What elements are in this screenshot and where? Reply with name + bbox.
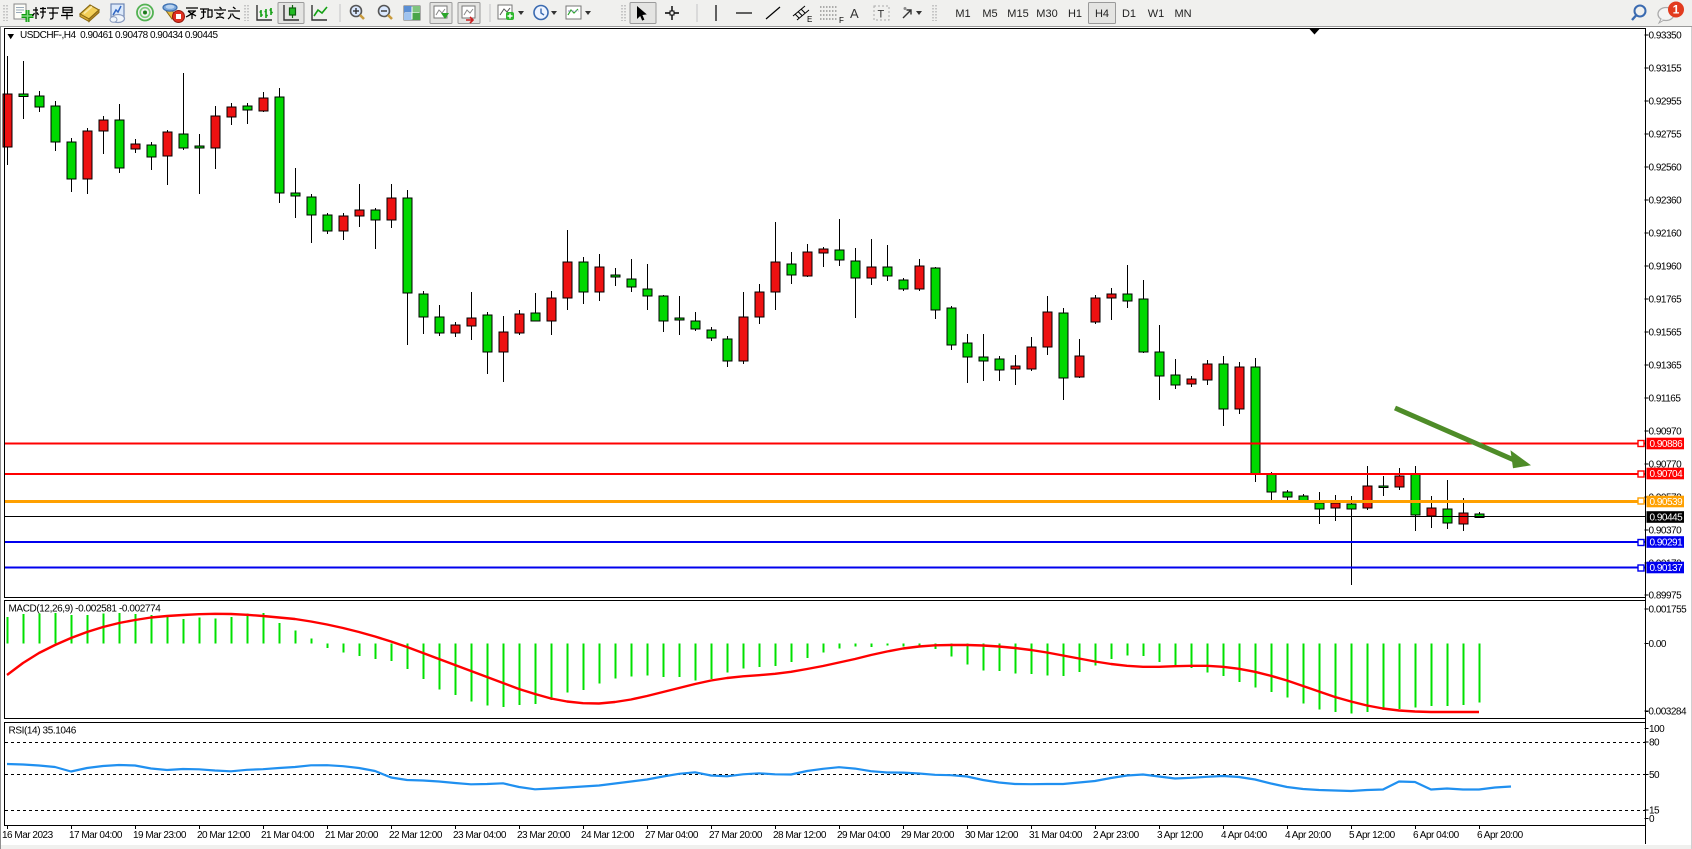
svg-text:4 Apr 20:00: 4 Apr 20:00 <box>1285 830 1332 841</box>
svg-text:0.90445: 0.90445 <box>1650 513 1684 524</box>
svg-text:H4: H4 <box>1095 8 1109 20</box>
svg-text:6 Apr 20:00: 6 Apr 20:00 <box>1477 830 1524 841</box>
svg-text:0: 0 <box>1649 814 1655 825</box>
svg-text:MACD(12,26,9) -0.002581 -0.002: MACD(12,26,9) -0.002581 -0.002774 <box>9 604 162 615</box>
svg-text:19 Mar 23:00: 19 Mar 23:00 <box>133 830 187 841</box>
svg-text:0.92360: 0.92360 <box>1649 196 1683 207</box>
svg-text:0.90704: 0.90704 <box>1650 469 1684 480</box>
svg-text:1: 1 <box>1673 3 1680 17</box>
svg-text:0.92955: 0.92955 <box>1649 97 1683 108</box>
svg-text:4 Apr 04:00: 4 Apr 04:00 <box>1221 830 1268 841</box>
svg-text:RSI(14) 35.1046: RSI(14) 35.1046 <box>9 726 77 737</box>
svg-text:2 Apr 23:00: 2 Apr 23:00 <box>1093 830 1140 841</box>
svg-text:0.00: 0.00 <box>1649 639 1667 650</box>
svg-text:0.90137: 0.90137 <box>1650 563 1684 574</box>
svg-text:5 Apr 12:00: 5 Apr 12:00 <box>1349 830 1396 841</box>
svg-text:31 Mar 04:00: 31 Mar 04:00 <box>1029 830 1083 841</box>
svg-text:0.91165: 0.91165 <box>1649 394 1682 405</box>
svg-text:W1: W1 <box>1148 8 1165 20</box>
svg-text:0.91765: 0.91765 <box>1649 295 1683 306</box>
svg-text:0.001755: 0.001755 <box>1649 605 1688 616</box>
svg-text:0.92560: 0.92560 <box>1649 163 1683 174</box>
svg-text:6 Apr 04:00: 6 Apr 04:00 <box>1413 830 1460 841</box>
svg-text:0.93350: 0.93350 <box>1649 31 1683 42</box>
svg-text:-0.003284: -0.003284 <box>1646 707 1687 718</box>
svg-text:USDCHF-,H4 0.90461 0.90478 0.: USDCHF-,H4 0.90461 0.90478 0.90434 0.904… <box>20 30 218 41</box>
svg-text:21 Mar 20:00: 21 Mar 20:00 <box>325 830 379 841</box>
svg-text:H1: H1 <box>1068 8 1082 20</box>
svg-text:E: E <box>807 15 812 24</box>
svg-text:0.90291: 0.90291 <box>1650 538 1684 549</box>
svg-text:M30: M30 <box>1036 8 1057 20</box>
svg-text:0.92755: 0.92755 <box>1649 130 1683 141</box>
svg-text:80: 80 <box>1649 738 1660 749</box>
svg-text:0.90539: 0.90539 <box>1650 497 1684 508</box>
svg-text:23 Mar 20:00: 23 Mar 20:00 <box>517 830 571 841</box>
svg-text:0.93155: 0.93155 <box>1649 64 1683 75</box>
svg-text:A: A <box>850 6 859 21</box>
svg-text:27 Mar 04:00: 27 Mar 04:00 <box>645 830 699 841</box>
svg-text:28 Mar 12:00: 28 Mar 12:00 <box>773 830 827 841</box>
svg-text:29 Mar 04:00: 29 Mar 04:00 <box>837 830 891 841</box>
svg-text:0.89975: 0.89975 <box>1649 591 1683 602</box>
svg-text:T: T <box>878 9 885 21</box>
svg-text:100: 100 <box>1649 724 1665 735</box>
svg-text:0.90970: 0.90970 <box>1649 427 1683 438</box>
svg-text:50: 50 <box>1649 770 1660 781</box>
svg-text:24 Mar 12:00: 24 Mar 12:00 <box>581 830 635 841</box>
svg-text:0.91565: 0.91565 <box>1649 328 1683 339</box>
svg-text:3 Apr 12:00: 3 Apr 12:00 <box>1157 830 1204 841</box>
svg-text:20 Mar 12:00: 20 Mar 12:00 <box>197 830 251 841</box>
svg-text:17 Mar 04:00: 17 Mar 04:00 <box>69 830 123 841</box>
svg-text:F: F <box>839 16 844 25</box>
svg-text:M5: M5 <box>982 8 997 20</box>
svg-text:22 Mar 12:00: 22 Mar 12:00 <box>389 830 443 841</box>
svg-text:0.91960: 0.91960 <box>1649 262 1683 273</box>
svg-text:21 Mar 04:00: 21 Mar 04:00 <box>261 830 315 841</box>
svg-text:M15: M15 <box>1007 8 1028 20</box>
svg-text:23 Mar 04:00: 23 Mar 04:00 <box>453 830 507 841</box>
svg-text:29 Mar 20:00: 29 Mar 20:00 <box>901 830 955 841</box>
svg-text:30 Mar 12:00: 30 Mar 12:00 <box>965 830 1019 841</box>
svg-text:0.90886: 0.90886 <box>1650 439 1684 450</box>
svg-text:D1: D1 <box>1122 8 1136 20</box>
svg-text:M1: M1 <box>955 8 970 20</box>
svg-text:0.91365: 0.91365 <box>1649 361 1683 372</box>
svg-text:15: 15 <box>1649 806 1660 817</box>
svg-text:16 Mar 2023: 16 Mar 2023 <box>2 830 54 841</box>
svg-text:0.92160: 0.92160 <box>1649 229 1683 240</box>
svg-text:MN: MN <box>1174 8 1191 20</box>
svg-text:0.90770: 0.90770 <box>1649 460 1683 471</box>
svg-text:27 Mar 20:00: 27 Mar 20:00 <box>709 830 763 841</box>
svg-text:0.90370: 0.90370 <box>1649 526 1683 537</box>
